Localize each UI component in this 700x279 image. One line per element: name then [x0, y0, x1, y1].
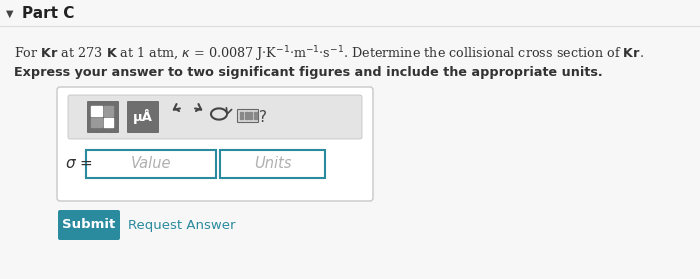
Text: μÅ: μÅ [133, 109, 153, 124]
Text: Units: Units [253, 157, 291, 172]
Bar [240, 112, 243, 114]
Bar [244, 116, 248, 119]
Bar [249, 116, 252, 119]
Bar [104, 118, 113, 127]
Bar [253, 112, 256, 114]
Text: ?: ? [259, 109, 267, 124]
Text: Express your answer to two significant figures and include the appropriate units: Express your answer to two significant f… [14, 66, 603, 79]
Text: Request Answer: Request Answer [128, 218, 235, 232]
Bar [240, 116, 243, 119]
FancyBboxPatch shape [237, 109, 258, 122]
Bar [220, 150, 325, 178]
Bar [244, 112, 248, 114]
Text: For $\bf{Kr}$ at 273 $\bf{K}$ at 1 atm, $\kappa$ = 0.0087 J$\cdot$K$^{-1}$$\cdot: For $\bf{Kr}$ at 273 $\bf{K}$ at 1 atm, … [14, 44, 644, 64]
Bar [91, 118, 102, 127]
FancyBboxPatch shape [57, 87, 373, 201]
Bar [91, 106, 102, 116]
Text: ▼: ▼ [6, 9, 14, 19]
Bar [86, 150, 216, 178]
Text: Part C: Part C [22, 6, 74, 21]
FancyBboxPatch shape [58, 210, 120, 240]
Text: Submit: Submit [62, 218, 116, 232]
Bar [104, 106, 113, 116]
Bar [253, 116, 256, 119]
FancyBboxPatch shape [68, 95, 362, 139]
Text: $\sigma$ =: $\sigma$ = [65, 155, 92, 170]
Bar [249, 112, 252, 114]
FancyBboxPatch shape [127, 101, 159, 133]
Text: Value: Value [131, 157, 172, 172]
FancyBboxPatch shape [87, 101, 119, 133]
